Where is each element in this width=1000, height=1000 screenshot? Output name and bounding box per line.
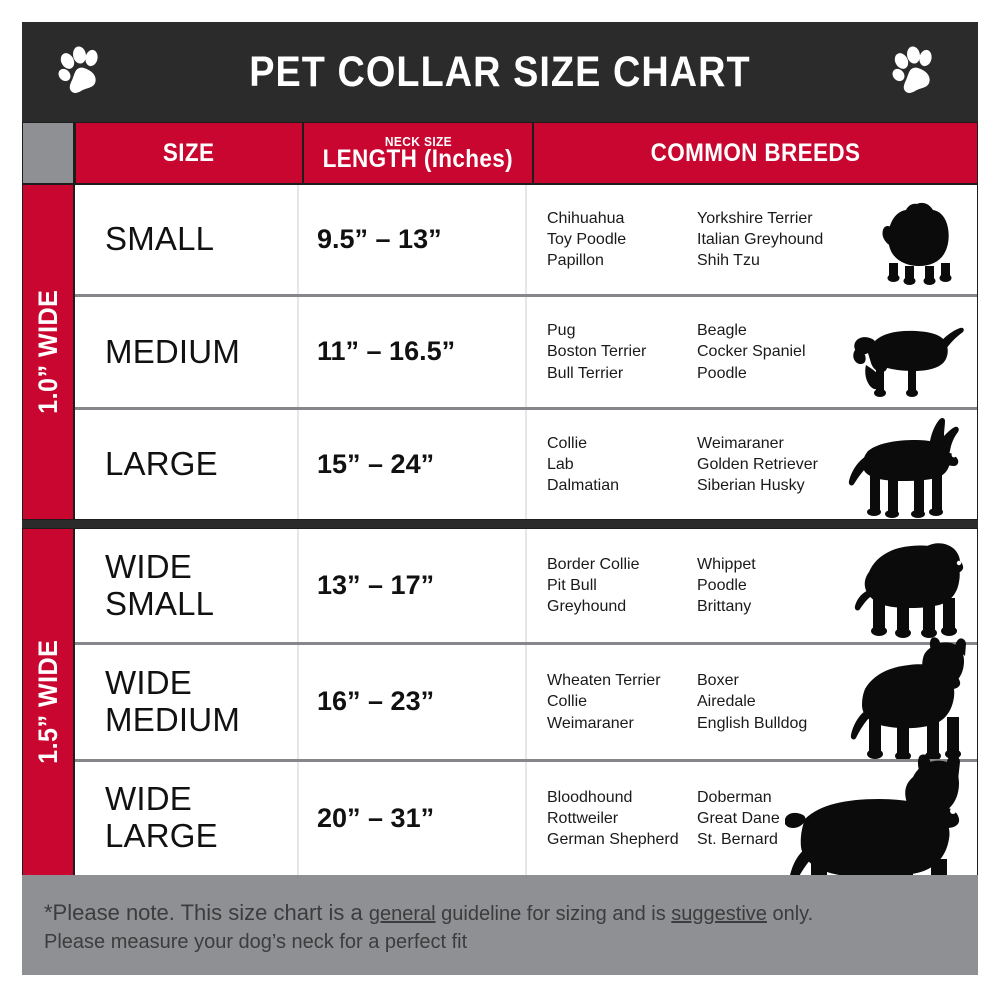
footer-note: *Please note. This size chart is a gener… [22,875,978,975]
cell-length: 11” – 16.5” [299,297,527,407]
cell-breeds: Border Collie Pit Bull Greyhound Whippet Po… [527,529,977,642]
cell-size: SMALL [75,185,299,295]
pitbull-silhouette-icon [839,633,969,759]
cell-size: WIDE LARGE [75,761,299,875]
paw-print-icon [888,44,940,101]
table-row: LARGE 15” – 24” Collie Lab Dalmatian Weima… [75,409,977,519]
underlined-suggestive: suggestive [671,903,767,925]
breeds-column-1: Wheaten Terrier Collie Weimaraner [547,672,661,732]
cell-length: 15” – 24” [299,409,527,519]
footer-text-end: only. [766,903,814,925]
cell-breeds: Chihuahua Toy Poodle Papillon Yorkshire Te… [527,185,977,294]
cell-size: LARGE [75,409,299,519]
pomeranian-silhouette-icon [859,194,969,294]
cell-size: WIDE MEDIUM [75,645,299,759]
table-body: 1.0” WIDE SMALL 9.5” – 13” Chihuahua Toy … [22,184,978,953]
breeds-column-1: Bloodhound Rottweiler German Shepherd [547,788,679,848]
cell-breeds: Wheaten Terrier Collie Weimaraner Boxer Air… [527,636,977,759]
column-header-length-sub: NECK SIZE [384,133,452,149]
breeds-column-2: Weimaraner Golden Retriever Siberian Husky [697,434,818,494]
breeds-column-1: Chihuahua Toy Poodle Papillon [547,210,627,270]
breeds-column-1: Border Collie Pit Bull Greyhound [547,556,640,616]
table-header-row: SIZE NECK SIZE LENGTH (Inches) COMMON BR… [22,122,978,184]
footer-text-mid: guideline for sizing and is [435,903,672,925]
breeds-column-2: Beagle Cocker Spaniel Poodle [697,322,806,382]
column-header-size: SIZE [76,123,302,183]
table-row: MEDIUM 11” – 16.5” Pug Boston Terrier Bull… [75,297,977,410]
header-corner-cell [23,123,73,183]
section-label-1-inch: 1.0” WIDE [23,185,73,519]
cell-length: 16” – 23” [299,645,527,759]
table-row: SMALL 9.5” – 13” Chihuahua Toy Poodle Papi… [75,185,977,298]
asterisk-icon: *Please note. This size chart is a [44,900,369,925]
paw-print-icon [54,44,106,101]
breeds-column-2: Whippet Poodle Brittany [697,556,756,616]
footer-line-2: Please measure your dog’s neck for a per… [44,931,468,954]
underlined-general: general [368,903,436,925]
breeds-column-1: Collie Lab Dalmatian [547,434,620,494]
breeds-column-1: Pug Boston Terrier Bull Terrier [547,322,647,382]
section-label-1-5-inch: 1.5” WIDE [23,529,73,875]
column-header-breeds: COMMON BREEDS [534,123,977,183]
table-row: WIDE LARGE 20” – 31” Bloodhound Rottweiler… [75,754,977,953]
cell-breeds: Collie Lab Dalmatian Weimaraner Golden Retr… [527,410,977,519]
section-divider [22,520,978,528]
section-1-5-inch: 1.5” WIDE WIDE SMALL 13” – 17” Border Col… [22,528,978,953]
cell-length: 20” – 31” [299,761,527,875]
breeds-column-2: Boxer Airedale English Bulldog [697,672,808,732]
cell-size: MEDIUM [75,297,299,407]
cell-breeds: Pug Boston Terrier Bull Terrier Beagle Cock… [527,297,977,406]
bulldog-silhouette-icon [839,530,969,642]
table-row: WIDE SMALL 13” – 17” Border Collie Pit Bul… [75,529,977,646]
cell-length: 13” – 17” [299,529,527,643]
cell-breeds: Bloodhound Rottweiler German Shepherd Dobe… [527,754,977,953]
breeds-column-2: Yorkshire Terrier Italian Greyhound Shih T… [697,210,824,270]
dachshund-silhouette-icon [844,312,969,407]
section-1-rows: SMALL 9.5” – 13” Chihuahua Toy Poodle Papi… [75,185,977,519]
pet-collar-size-chart: PET COLLAR SIZE CHART SIZE NECK SIZE LEN… [22,22,978,975]
table-row: WIDE MEDIUM 16” – 23” Wheaten Terrier Coll… [75,636,977,762]
chart-title-bar: PET COLLAR SIZE CHART [22,22,978,122]
column-header-length: NECK SIZE LENGTH (Inches) [304,123,532,183]
cell-size: WIDE SMALL [75,529,299,643]
footer-line-1: *Please note. This size chart is a gener… [44,897,958,928]
cell-length: 9.5” – 13” [299,185,527,295]
section-1-inch: 1.0” WIDE SMALL 9.5” – 13” Chihuahua Toy … [22,184,978,520]
breeds-column-2: Doberman Great Dane St. Bernard [697,788,780,848]
shepherd-silhouette-icon [844,411,969,519]
section-2-rows: WIDE SMALL 13” – 17” Border Collie Pit Bul… [75,529,977,953]
page-title: PET COLLAR SIZE CHART [249,47,751,96]
